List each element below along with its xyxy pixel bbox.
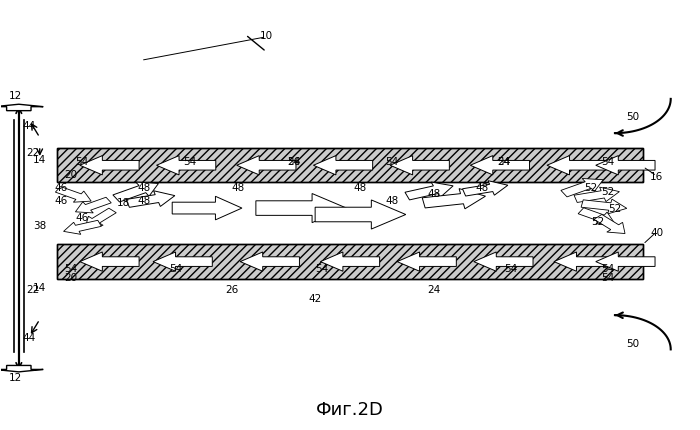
Text: 12: 12 <box>8 372 22 382</box>
Polygon shape <box>237 156 296 175</box>
Polygon shape <box>172 197 242 220</box>
Polygon shape <box>0 366 43 372</box>
Text: 42: 42 <box>309 293 322 303</box>
Text: 44: 44 <box>22 332 36 342</box>
Polygon shape <box>470 156 529 175</box>
Polygon shape <box>422 189 486 209</box>
Text: 52: 52 <box>608 203 622 214</box>
Polygon shape <box>596 252 655 272</box>
Polygon shape <box>113 183 158 203</box>
Text: 54: 54 <box>601 272 615 282</box>
Polygon shape <box>463 181 508 197</box>
Text: 22: 22 <box>26 285 39 295</box>
Polygon shape <box>474 252 533 272</box>
Text: 18: 18 <box>117 197 130 207</box>
Text: 54: 54 <box>169 264 182 273</box>
Text: 48: 48 <box>138 195 151 205</box>
Polygon shape <box>581 200 626 215</box>
Polygon shape <box>126 191 175 208</box>
Polygon shape <box>64 221 102 235</box>
Text: 48: 48 <box>354 182 367 192</box>
Polygon shape <box>76 198 111 213</box>
Polygon shape <box>240 252 300 272</box>
Polygon shape <box>405 183 453 200</box>
Text: 48: 48 <box>232 182 245 192</box>
Text: 20: 20 <box>64 169 78 179</box>
FancyBboxPatch shape <box>57 149 643 183</box>
Polygon shape <box>594 215 625 234</box>
Text: 48: 48 <box>385 195 398 205</box>
Text: 48: 48 <box>138 182 151 192</box>
Text: 38: 38 <box>33 221 46 230</box>
Text: 22: 22 <box>26 148 39 158</box>
Text: 54: 54 <box>601 264 615 273</box>
Text: 54: 54 <box>64 264 78 273</box>
Text: 10: 10 <box>260 31 273 40</box>
Polygon shape <box>80 156 139 175</box>
Text: 50: 50 <box>626 112 639 122</box>
Polygon shape <box>314 156 372 175</box>
Polygon shape <box>596 156 655 175</box>
Text: 54: 54 <box>183 157 196 166</box>
Text: 26: 26 <box>225 285 238 295</box>
Text: Фиг.2D: Фиг.2D <box>316 400 384 418</box>
Polygon shape <box>321 252 379 272</box>
Text: 40: 40 <box>650 227 664 237</box>
Text: 50: 50 <box>626 338 639 348</box>
Polygon shape <box>0 105 43 111</box>
Text: 52: 52 <box>591 216 604 227</box>
Text: 44: 44 <box>22 120 36 130</box>
Polygon shape <box>574 187 620 203</box>
Text: 16: 16 <box>650 172 664 181</box>
Text: 54: 54 <box>601 157 615 166</box>
Polygon shape <box>397 252 456 272</box>
Text: 46: 46 <box>54 195 67 205</box>
FancyBboxPatch shape <box>57 245 643 279</box>
Polygon shape <box>390 156 449 175</box>
Text: 48: 48 <box>476 182 489 192</box>
Text: 52: 52 <box>584 182 597 192</box>
Text: 54: 54 <box>288 157 301 166</box>
Text: 46: 46 <box>54 182 67 192</box>
Text: 14: 14 <box>33 154 46 164</box>
Text: 46: 46 <box>75 212 88 222</box>
Text: 24: 24 <box>497 157 510 166</box>
Polygon shape <box>547 156 606 175</box>
Polygon shape <box>256 194 346 223</box>
Polygon shape <box>80 252 139 272</box>
Text: 26: 26 <box>288 157 301 166</box>
Text: 14: 14 <box>33 283 46 293</box>
Text: 54: 54 <box>316 264 329 273</box>
Text: 54: 54 <box>497 157 510 166</box>
Polygon shape <box>578 208 614 224</box>
Text: 12: 12 <box>8 90 22 100</box>
Polygon shape <box>315 200 406 230</box>
Text: 54: 54 <box>504 264 517 273</box>
Text: 54: 54 <box>75 157 88 166</box>
Text: 20: 20 <box>64 272 78 282</box>
Polygon shape <box>561 179 603 197</box>
Polygon shape <box>157 156 216 175</box>
Polygon shape <box>554 252 613 272</box>
Polygon shape <box>85 209 116 227</box>
Polygon shape <box>55 187 91 203</box>
Text: 48: 48 <box>427 189 440 199</box>
Text: 24: 24 <box>427 285 440 295</box>
Polygon shape <box>153 252 212 272</box>
Text: 52: 52 <box>601 187 615 197</box>
Text: 54: 54 <box>385 157 398 166</box>
